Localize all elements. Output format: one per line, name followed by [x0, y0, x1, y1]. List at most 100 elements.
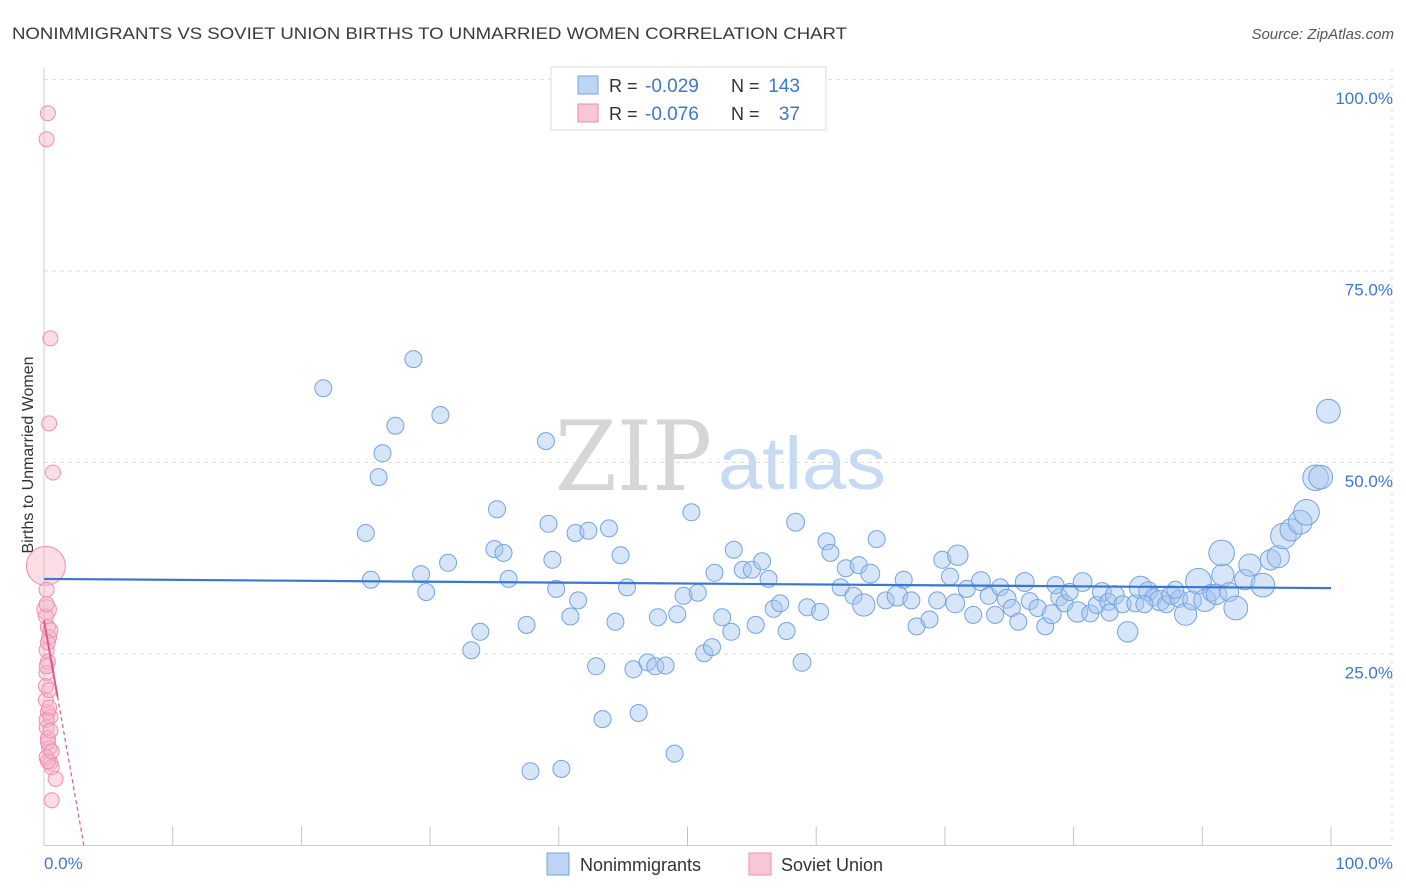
data-points: [25, 105, 1341, 809]
nonimmigrants-point: [521, 762, 540, 781]
nonimmigrants-point: [713, 608, 732, 627]
y-tick-label: 50.0%: [1345, 472, 1393, 491]
soviet-union-point: [38, 596, 55, 613]
nonimmigrants-point: [1234, 569, 1256, 591]
stats-legend-row-nonimmigrants: R = -0.029 N = 143: [577, 75, 800, 97]
nonimmigrants-point: [792, 653, 812, 672]
watermark: ZIP atlas: [555, 401, 886, 513]
x-tick-marks: [172, 826, 1332, 846]
series-legend-swatch-nonimmigrants: [546, 852, 570, 876]
soviet-union-point: [38, 581, 55, 598]
source-credit: Source: ZipAtlas.com: [1251, 26, 1394, 43]
nonimmigrants-point: [417, 583, 436, 601]
nonimmigrants-point: [821, 543, 840, 562]
nonimmigrants-point: [1117, 621, 1139, 643]
nonimmigrants-point: [876, 591, 895, 610]
nonimmigrants-point: [844, 586, 863, 605]
legend-n-value-soviet-union: 37: [779, 104, 800, 125]
nonimmigrants-point: [404, 350, 423, 369]
nonimmigrants-point: [947, 544, 969, 566]
y-tick-label: 25.0%: [1345, 664, 1393, 683]
nonimmigrants-point: [356, 524, 375, 542]
nonimmigrants-point: [1259, 549, 1282, 571]
soviet-union-trend-line-extension: [56, 696, 85, 846]
soviet-union-point: [41, 415, 58, 432]
nonimmigrants-point: [1270, 522, 1297, 550]
nonimmigrants-point: [1174, 602, 1198, 626]
nonimmigrants-points: [314, 350, 1341, 781]
nonimmigrants-point: [369, 468, 388, 487]
nonimmigrants-point: [941, 567, 959, 586]
soviet-union-point: [39, 753, 56, 770]
nonimmigrants-point: [920, 610, 939, 629]
nonimmigrants-point: [1126, 594, 1145, 613]
nonimmigrants-point: [471, 622, 490, 641]
nonimmigrants-point: [1072, 572, 1093, 592]
legend-n-value-nonimmigrants: 143: [768, 76, 800, 97]
soviet-union-point: [38, 131, 55, 148]
nonimmigrants-point: [753, 552, 772, 571]
nonimmigrants-point: [314, 379, 333, 398]
nonimmigrants-point: [1293, 499, 1320, 526]
nonimmigrants-point: [746, 615, 765, 634]
x-tick-label-min: 0.0%: [44, 854, 83, 873]
soviet-union-point: [38, 711, 55, 728]
legend-r-value-soviet-union: -0.076: [645, 104, 699, 125]
nonimmigrants-point: [688, 583, 707, 602]
nonimmigrants-point: [547, 579, 566, 598]
nonimmigrants-point: [1238, 553, 1262, 577]
series-legend-swatch-soviet-union: [748, 852, 772, 876]
nonimmigrants-point: [373, 444, 392, 463]
nonimmigrants-point: [811, 602, 830, 621]
legend-swatch-soviet-union: [577, 103, 599, 123]
nonimmigrants-point: [852, 593, 876, 617]
nonimmigrants-point: [412, 565, 431, 584]
nonimmigrants-point: [1014, 572, 1035, 592]
y-tick-label: 75.0%: [1345, 281, 1393, 300]
nonimmigrants-point: [777, 622, 796, 640]
nonimmigrants-point: [499, 569, 518, 588]
legend-n-label: N =: [731, 76, 760, 96]
nonimmigrants-point: [703, 638, 721, 657]
nonimmigrants-point: [1020, 592, 1039, 611]
nonimmigrants-point: [494, 543, 513, 562]
nonimmigrants-point: [771, 594, 790, 613]
nonimmigrants-point: [648, 608, 667, 627]
nonimmigrants-point: [536, 432, 555, 451]
nonimmigrants-point: [945, 593, 966, 614]
nonimmigrants-point: [1135, 595, 1154, 614]
nonimmigrants-trend-line: [43, 577, 1332, 590]
series-legend: Nonimmigrants Soviet Union: [546, 852, 883, 876]
x-tick-label-max: 100.0%: [1335, 854, 1393, 873]
watermark-zip: ZIP: [555, 401, 712, 513]
nonimmigrants-point: [964, 605, 983, 624]
nonimmigrants-point: [786, 512, 805, 532]
legend-swatch-nonimmigrants: [577, 75, 599, 95]
soviet-union-point: [47, 770, 64, 787]
soviet-union-points: [25, 105, 66, 809]
legend-r-label: R =: [609, 76, 638, 96]
nonimmigrants-point: [1055, 594, 1074, 613]
nonimmigrants-point: [611, 546, 630, 565]
nonimmigrants-point: [552, 759, 571, 778]
nonimmigrants-point: [1166, 580, 1185, 599]
nonimmigrants-point: [1211, 563, 1235, 587]
nonimmigrants-point: [860, 563, 881, 584]
soviet-union-point: [25, 545, 66, 586]
nonimmigrants-point: [668, 605, 687, 624]
nonimmigrants-point: [361, 570, 380, 589]
nonimmigrants-point: [561, 607, 580, 626]
legend-r-value-nonimmigrants: -0.029: [645, 76, 699, 97]
nonimmigrants-point: [928, 591, 947, 610]
nonimmigrants-point: [1100, 603, 1119, 622]
legend-r-label: R =: [609, 104, 638, 124]
nonimmigrants-point: [488, 500, 506, 519]
stats-legend: R = -0.029 N = 143 R = -0.076 N = 37: [550, 66, 827, 131]
nonimmigrants-point: [733, 560, 752, 579]
nonimmigrants-point: [439, 553, 458, 572]
nonimmigrants-point: [600, 519, 618, 538]
stats-legend-row-soviet-union: R = -0.076 N = 37: [577, 103, 800, 125]
nonimmigrants-point: [1028, 599, 1047, 617]
nonimmigrants-point: [986, 605, 1005, 624]
nonimmigrants-point: [1302, 464, 1329, 492]
